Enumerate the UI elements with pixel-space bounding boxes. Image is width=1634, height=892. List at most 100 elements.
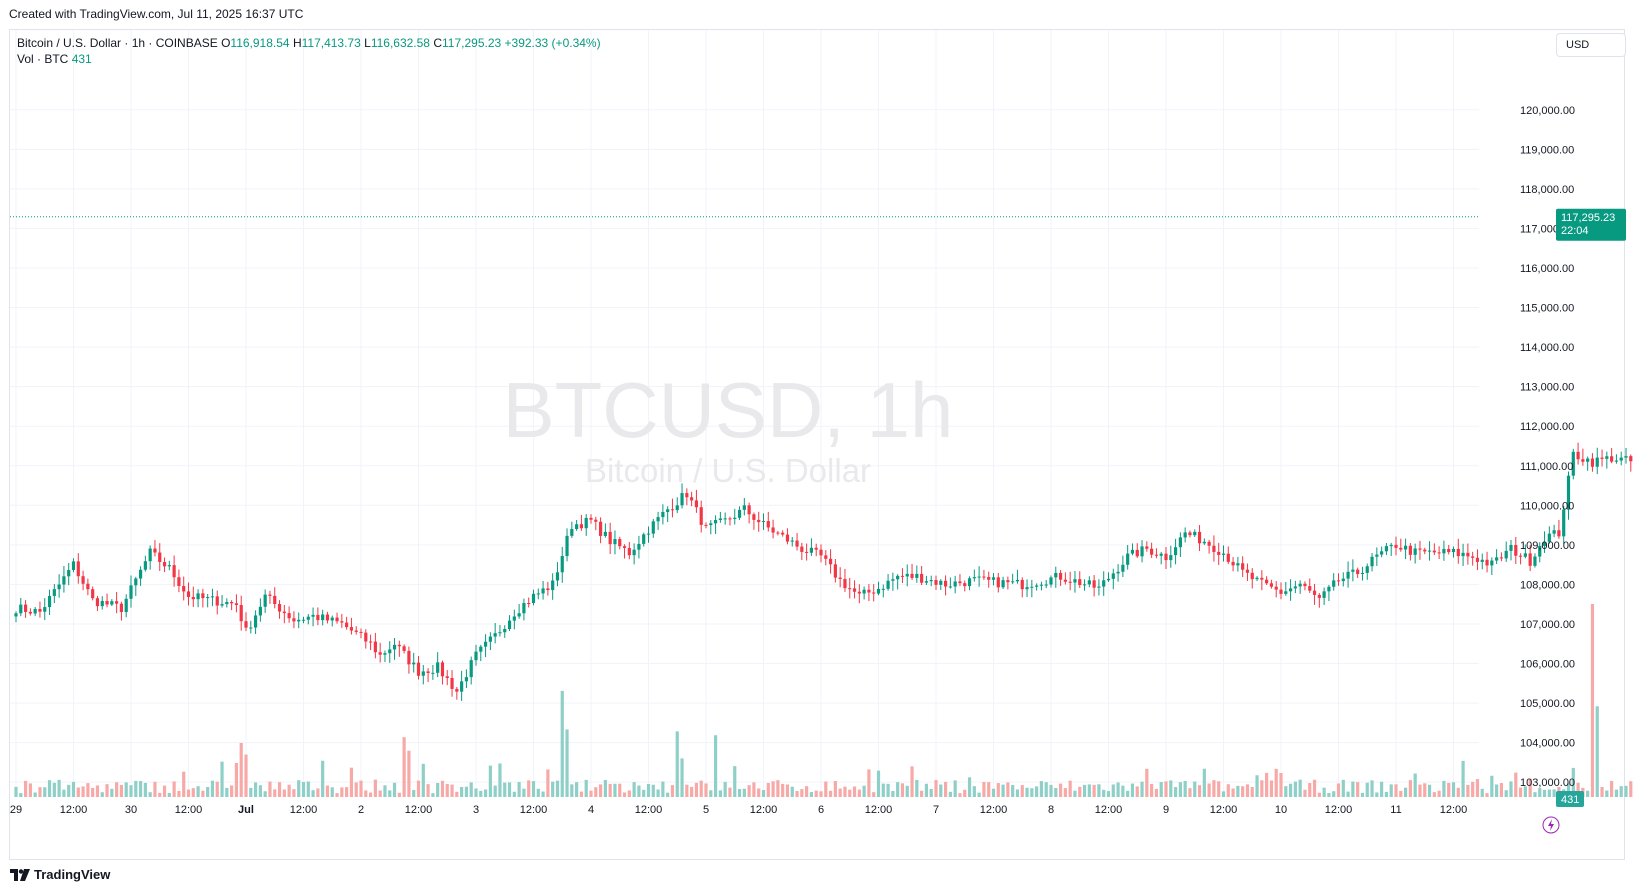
candle-body bbox=[1226, 553, 1230, 562]
price-tick-label: 115,000.00 bbox=[1520, 303, 1574, 315]
created-with-caption: Created with TradingView.com, Jul 11, 20… bbox=[9, 7, 304, 21]
time-tick-label: 3 bbox=[473, 804, 479, 816]
candle-body bbox=[1514, 544, 1518, 556]
volume-bar bbox=[368, 792, 373, 797]
volume-bar bbox=[220, 761, 224, 797]
candle-body bbox=[373, 641, 377, 653]
candle-body bbox=[963, 583, 967, 587]
volume-bar bbox=[234, 762, 239, 797]
volume-bar bbox=[349, 767, 354, 797]
legend-volume-label[interactable]: Vol · BTC bbox=[17, 52, 69, 66]
time-tick-label: 5 bbox=[703, 804, 709, 816]
candle-body bbox=[1015, 579, 1020, 582]
volume-bar bbox=[809, 792, 814, 797]
price-tick-label: 106,000.00 bbox=[1520, 659, 1575, 671]
time-tick-label: 12:00 bbox=[290, 804, 318, 816]
candle-body bbox=[761, 521, 766, 523]
candle-body bbox=[1394, 544, 1398, 548]
volume-bar bbox=[1447, 782, 1451, 797]
candle-body bbox=[431, 672, 435, 674]
volume-bar bbox=[1188, 788, 1192, 797]
candle-body bbox=[1221, 553, 1226, 555]
candle-body bbox=[1523, 553, 1527, 557]
legend-low-label: L bbox=[364, 36, 371, 50]
volume-bar bbox=[177, 791, 181, 797]
volume-bar bbox=[1461, 760, 1465, 797]
candle-body bbox=[1097, 586, 1101, 588]
price-tick-label: 118,000.00 bbox=[1520, 184, 1574, 196]
price-tick-label: 120,000.00 bbox=[1520, 105, 1575, 117]
price-axis[interactable]: 120,000.00119,000.00118,000.00117,000.00… bbox=[1520, 105, 1575, 789]
volume-bar bbox=[488, 765, 492, 797]
time-tick-label: 12:00 bbox=[175, 804, 203, 816]
legend-symbol[interactable]: Bitcoin / U.S. Dollar · 1h · COINBASE bbox=[17, 36, 218, 50]
candle-body bbox=[297, 619, 301, 622]
volume-bar bbox=[1279, 773, 1283, 797]
candle-body bbox=[397, 644, 401, 647]
candle-body bbox=[1202, 541, 1206, 544]
volume-bar bbox=[598, 784, 603, 797]
candle-body bbox=[915, 573, 919, 578]
candle-body bbox=[594, 519, 598, 522]
candle-body bbox=[76, 561, 80, 577]
volume-bar bbox=[915, 779, 919, 797]
time-tick-label: 12:00 bbox=[1325, 804, 1353, 816]
volume-bar bbox=[239, 742, 243, 797]
candle-body bbox=[1164, 553, 1168, 561]
candle-body bbox=[407, 650, 411, 665]
volume-bar bbox=[1236, 785, 1240, 797]
candle-body bbox=[148, 548, 152, 562]
time-axis[interactable]: 29 12:00 30 12:00 Jul 12:00 2 12:00 3 12:00 4 12:00… bbox=[10, 804, 1467, 816]
candle-body bbox=[1288, 588, 1293, 592]
volume-bar bbox=[1150, 783, 1154, 797]
volume-bar bbox=[138, 781, 143, 797]
candle-body bbox=[134, 578, 138, 586]
volume-bar bbox=[512, 791, 516, 797]
candle-body bbox=[1600, 457, 1604, 459]
volume-bar bbox=[1288, 783, 1293, 797]
volume-bar bbox=[1351, 781, 1355, 797]
volume-tag: 431 bbox=[1556, 791, 1584, 807]
volume-bar bbox=[608, 783, 612, 797]
volume-bar bbox=[757, 788, 761, 797]
flash-icon[interactable] bbox=[1542, 816, 1560, 834]
candle-body bbox=[651, 521, 655, 534]
volume-bar bbox=[206, 787, 210, 797]
volume-bar bbox=[335, 793, 339, 797]
volume-bar bbox=[1504, 790, 1508, 797]
volume-bar bbox=[1298, 779, 1302, 797]
time-tick-label: 9 bbox=[1163, 804, 1169, 816]
candle-body bbox=[929, 580, 933, 582]
candle-body bbox=[766, 521, 770, 528]
candle-body bbox=[230, 601, 234, 604]
volume-bar bbox=[1078, 786, 1082, 797]
volume-bar bbox=[1164, 781, 1168, 797]
volume-bar bbox=[1408, 780, 1412, 797]
candle-body bbox=[991, 577, 996, 580]
volume-bar bbox=[857, 789, 861, 797]
legend-open: 116,918.54 bbox=[230, 36, 290, 50]
candle-body bbox=[474, 651, 478, 661]
candle-body bbox=[603, 531, 607, 536]
candle-body bbox=[1595, 457, 1599, 467]
volume-bar bbox=[709, 790, 713, 797]
currency-button[interactable]: USD bbox=[1556, 33, 1626, 57]
candle-body bbox=[838, 577, 842, 579]
volume-bar bbox=[713, 735, 718, 797]
tradingview-logo[interactable]: TradingView bbox=[10, 867, 110, 882]
candle-body bbox=[1140, 546, 1144, 557]
volume-bar bbox=[397, 792, 401, 797]
legend-open-label: O bbox=[221, 36, 231, 50]
candle-body bbox=[225, 601, 229, 605]
candle-body bbox=[440, 662, 445, 677]
volume-bar bbox=[1542, 789, 1547, 797]
volume-bar bbox=[838, 788, 842, 797]
volume-bar bbox=[316, 788, 320, 797]
candle-body bbox=[19, 604, 23, 614]
volume-bar bbox=[666, 792, 670, 797]
candle-body bbox=[273, 595, 277, 605]
candle-body bbox=[1092, 580, 1096, 588]
volume-bar bbox=[680, 758, 684, 797]
candle-body bbox=[23, 604, 28, 612]
